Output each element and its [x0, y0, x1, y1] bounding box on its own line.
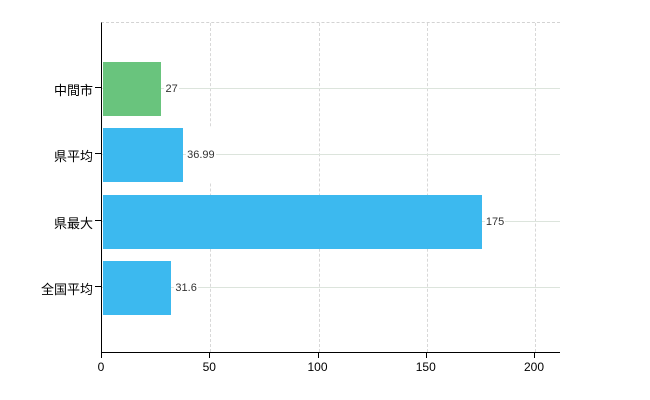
x-tick-label: 100	[307, 360, 328, 374]
vertical-gridline	[535, 23, 537, 352]
horizontal-gridline	[102, 88, 560, 90]
x-tick-label: 200	[524, 360, 545, 374]
plot-area: 27 36.99 175 31.6	[101, 22, 560, 353]
category-label: 県平均	[53, 149, 93, 165]
category-label: 県最大	[53, 215, 93, 231]
horizontal-gridline	[102, 154, 560, 156]
bar-value-label: 175	[484, 194, 506, 249]
y-axis-tick	[95, 153, 101, 155]
x-tick-label: 0	[97, 360, 105, 374]
x-tick-label: 150	[415, 360, 436, 374]
y-axis-tick	[95, 285, 101, 287]
vertical-gridline	[318, 23, 320, 352]
bar	[103, 194, 482, 249]
bar	[103, 62, 162, 117]
y-axis-tick	[95, 87, 101, 89]
vertical-gridline	[210, 23, 212, 352]
bar	[103, 260, 172, 315]
horizontal-gridline	[102, 286, 560, 288]
bar	[103, 128, 184, 183]
bar-value-label: 27	[164, 62, 179, 117]
x-axis-tick	[534, 352, 536, 358]
x-axis-tick	[209, 352, 211, 358]
category-label: 全国平均	[40, 281, 93, 297]
bar-value-label: 31.6	[174, 260, 198, 315]
category-label: 中間市	[53, 83, 93, 99]
x-axis-tick	[317, 352, 319, 358]
x-axis-tick	[101, 352, 102, 358]
y-axis-tick	[95, 219, 101, 221]
x-axis-tick	[425, 352, 427, 358]
x-tick-label: 50	[202, 360, 216, 374]
bar-value-label: 36.99	[186, 128, 216, 183]
vertical-gridline	[426, 23, 428, 352]
